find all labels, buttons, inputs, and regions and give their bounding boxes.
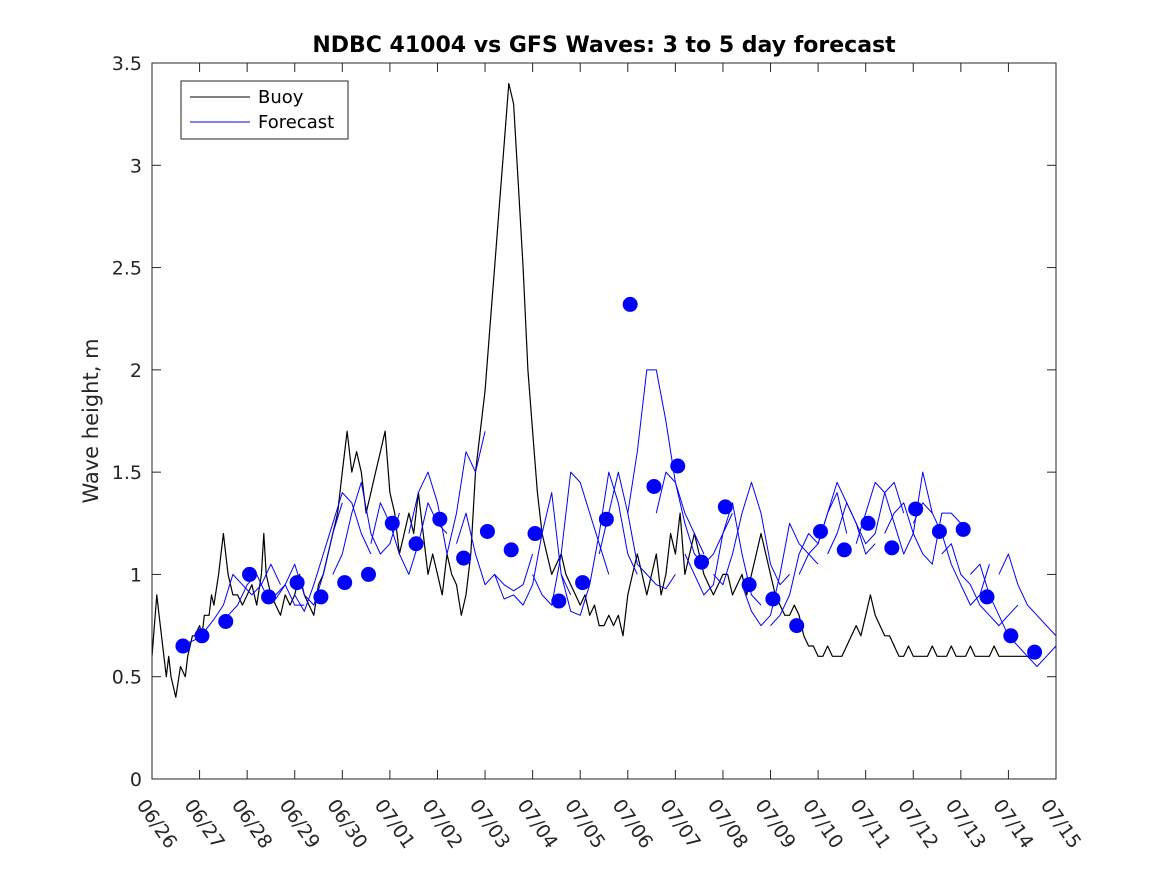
- plot-area: [152, 63, 1056, 779]
- x-tick-label: 07/11: [846, 795, 895, 852]
- y-tick-label: 3: [130, 155, 142, 177]
- x-tick-label: 07/10: [798, 795, 847, 852]
- forecast-line: [275, 502, 343, 606]
- forecast-line: [798, 481, 876, 575]
- forecast-marker: [741, 577, 757, 593]
- forecast-marker: [408, 536, 424, 552]
- forecast-marker: [432, 511, 448, 527]
- forecast-marker: [289, 575, 305, 591]
- x-tick-label: 06/28: [227, 795, 276, 852]
- y-tick-label: 1.5: [112, 462, 142, 484]
- y-axis-label: Wave height, m: [79, 338, 103, 503]
- legend-box: [180, 80, 349, 140]
- forecast-markers: [175, 296, 1043, 660]
- forecast-marker: [551, 593, 567, 609]
- x-tick-label: 07/14: [988, 795, 1037, 852]
- forecast-line: [855, 471, 933, 555]
- x-tick-label: 07/13: [941, 795, 990, 852]
- forecast-marker: [646, 478, 662, 494]
- forecast-line: [294, 492, 372, 612]
- x-tick-label: 06/29: [275, 795, 324, 852]
- forecast-line: [532, 471, 610, 606]
- forecast-line: [827, 481, 905, 555]
- forecast-marker: [598, 511, 614, 527]
- forecast-marker: [337, 575, 353, 591]
- forecast-marker: [884, 540, 900, 556]
- chart-title: NDBC 41004 vs GFS Waves: 3 to 5 day fore…: [312, 33, 896, 58]
- forecast-marker: [479, 523, 495, 539]
- forecast-marker: [218, 613, 234, 629]
- forecast-marker: [622, 296, 638, 312]
- forecast-marker: [575, 575, 591, 591]
- buoy-line: [151, 82, 1037, 698]
- forecast-line: [494, 492, 572, 606]
- x-tick-label: 06/30: [322, 795, 371, 852]
- x-tick-label: 06/26: [132, 795, 181, 852]
- forecast-line: [408, 431, 486, 555]
- x-tick-label: 07/09: [750, 795, 799, 852]
- forecast-marker: [194, 628, 210, 644]
- forecast-marker: [717, 499, 733, 515]
- forecast-series: [180, 369, 1057, 667]
- forecast-marker: [1027, 644, 1043, 660]
- forecast-marker: [503, 542, 519, 558]
- x-tick-label: 07/01: [370, 795, 419, 852]
- y-tick-label: 0.5: [112, 667, 142, 689]
- y-tick-label: 2: [130, 360, 142, 382]
- x-tick-label: 07/15: [1036, 795, 1085, 852]
- forecast-marker: [908, 501, 924, 517]
- forecast-marker: [360, 566, 376, 582]
- forecast-marker: [979, 589, 995, 605]
- forecast-marker: [527, 526, 543, 542]
- forecast-line: [560, 471, 638, 616]
- legend-forecast-label: Forecast: [258, 112, 334, 133]
- y-tick-label: 3.5: [112, 53, 142, 75]
- forecast-marker: [313, 589, 329, 605]
- legend: Buoy Forecast: [180, 80, 349, 140]
- legend-buoy-label: Buoy: [258, 87, 304, 108]
- forecast-marker: [812, 523, 828, 539]
- forecast-marker: [694, 554, 710, 570]
- forecast-line: [713, 481, 790, 586]
- forecast-line: [884, 502, 962, 565]
- x-tick-label: 06/27: [179, 795, 228, 852]
- forecast-line: [770, 492, 848, 626]
- axes-frame: [151, 62, 1057, 780]
- forecast-marker: [384, 515, 400, 531]
- x-tick-label: 07/02: [417, 795, 466, 852]
- forecast-line: [627, 369, 705, 555]
- x-tick-label: 07/12: [893, 795, 942, 852]
- y-axis: 0 0.5 1 1.5 2 2.5 3 3.5: [112, 53, 1056, 791]
- forecast-line: [741, 522, 819, 627]
- forecast-marker: [1003, 628, 1019, 644]
- forecast-marker: [789, 618, 805, 634]
- x-tick-label: 07/06: [608, 795, 657, 852]
- buoy-series: [151, 82, 1037, 698]
- y-tick-label: 0: [130, 769, 142, 791]
- x-tick-label: 07/08: [703, 795, 752, 852]
- y-tick-label: 2.5: [112, 258, 142, 280]
- x-tick-label: 07/07: [655, 795, 704, 852]
- forecast-line: [998, 553, 1057, 637]
- forecast-marker: [955, 521, 971, 537]
- forecast-line: [655, 471, 733, 565]
- x-tick-label: 07/03: [465, 795, 514, 852]
- forecast-marker: [670, 458, 686, 474]
- forecast-line: [941, 543, 1019, 627]
- forecast-marker: [931, 523, 947, 539]
- x-tick-label: 07/05: [560, 795, 609, 852]
- x-tick-label: 07/04: [513, 795, 562, 852]
- forecast-marker: [175, 638, 191, 654]
- forecast-line: [598, 471, 676, 590]
- forecast-marker: [765, 591, 781, 607]
- forecast-line: [332, 481, 400, 575]
- forecast-marker: [242, 566, 258, 582]
- y-tick-label: 1: [130, 564, 142, 586]
- forecast-marker: [860, 515, 876, 531]
- forecast-marker: [836, 542, 852, 558]
- forecast-marker: [261, 589, 277, 605]
- forecast-marker: [456, 550, 472, 566]
